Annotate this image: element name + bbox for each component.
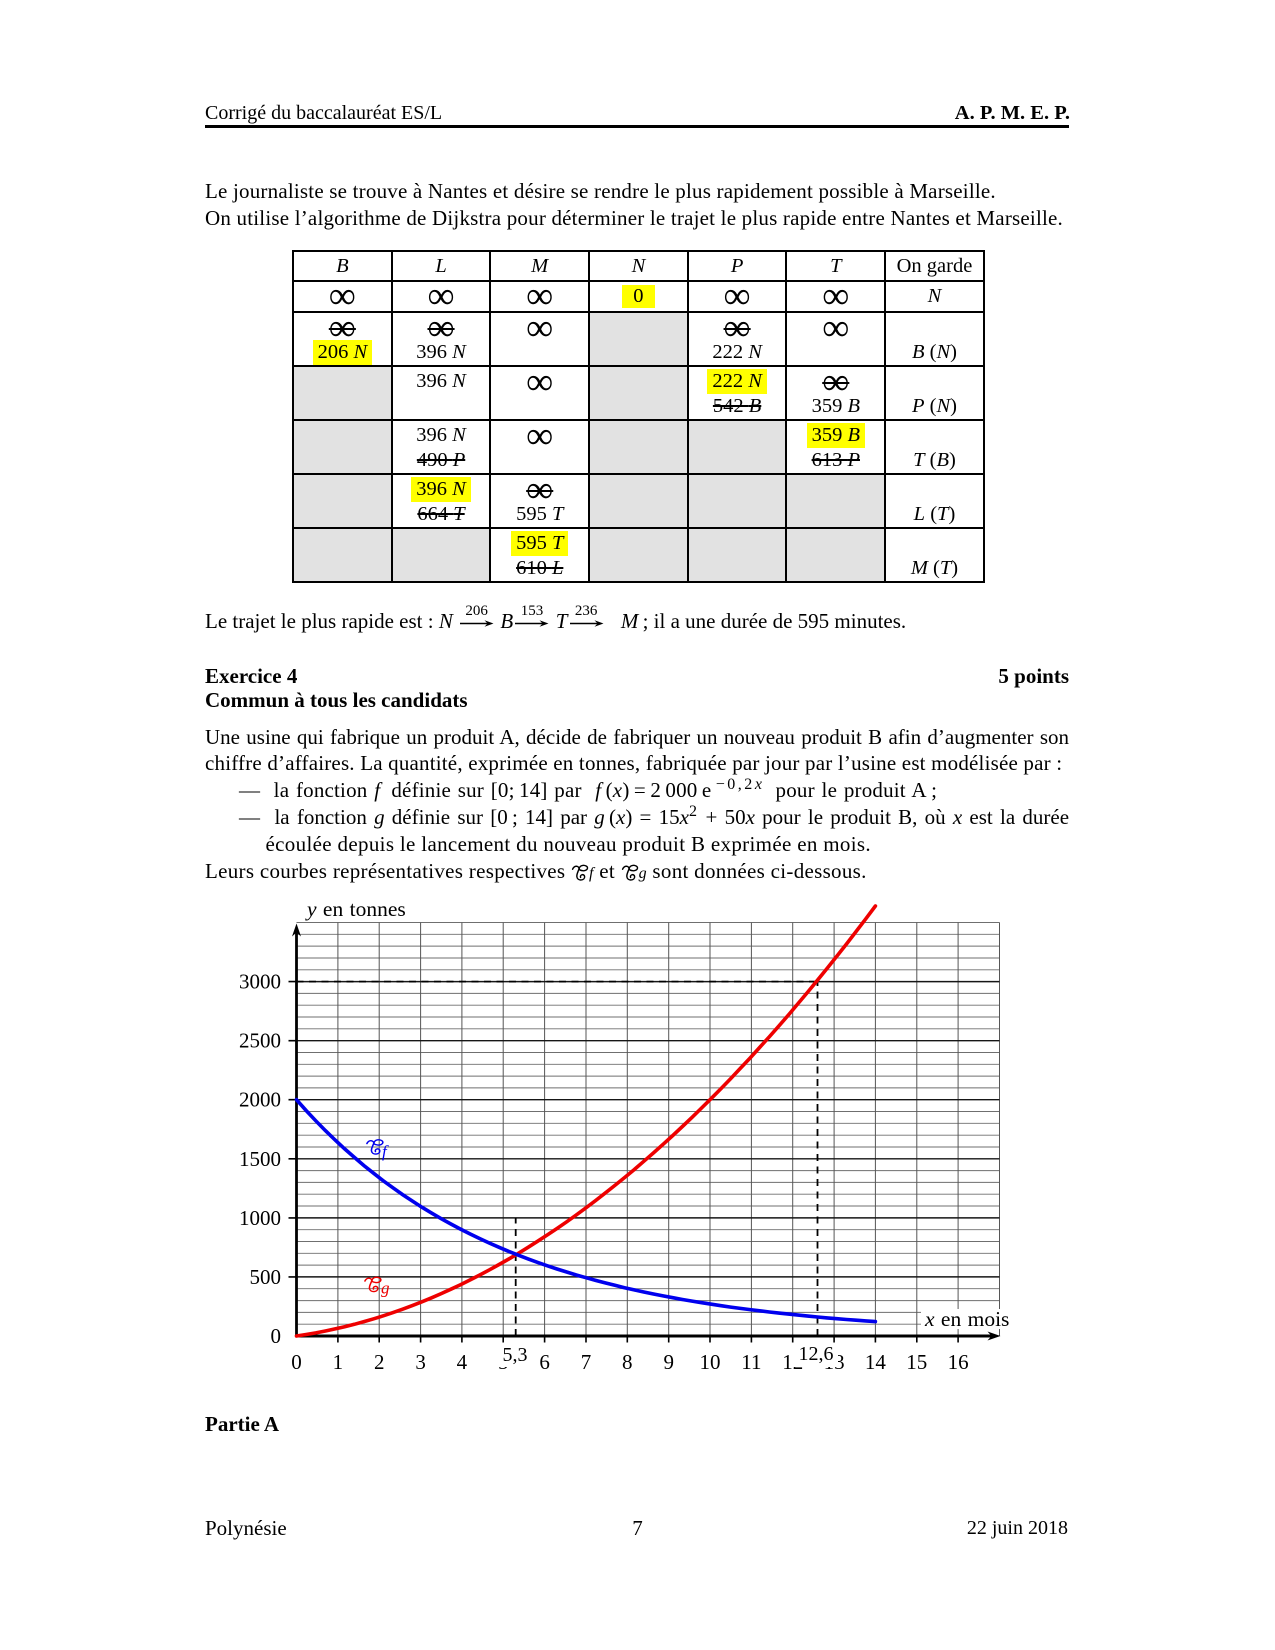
svg-text:7: 7 [581, 1350, 592, 1374]
svg-text:14: 14 [865, 1350, 887, 1374]
svg-text:16: 16 [948, 1350, 969, 1374]
svg-text:2000: 2000 [239, 1088, 281, 1112]
svg-text:2: 2 [374, 1350, 385, 1374]
svg-text:0: 0 [271, 1324, 282, 1348]
svg-text:2500: 2500 [239, 1029, 281, 1053]
svg-text:g: g [381, 1279, 390, 1298]
svg-text:f: f [382, 1142, 389, 1161]
svg-text:9: 9 [663, 1350, 674, 1374]
svg-text:10: 10 [700, 1350, 721, 1374]
svg-text:1500: 1500 [239, 1147, 281, 1171]
svg-text:1000: 1000 [239, 1206, 281, 1230]
svg-text:0: 0 [291, 1350, 302, 1374]
svg-text:3: 3 [415, 1350, 426, 1374]
svg-text:11: 11 [741, 1350, 761, 1374]
svg-text:3000: 3000 [239, 970, 281, 994]
svg-text:15: 15 [906, 1350, 927, 1374]
svg-text:6: 6 [539, 1350, 550, 1374]
svg-text:4: 4 [457, 1350, 468, 1374]
svg-text:x en mois: x en mois [924, 1307, 1009, 1331]
svg-text:8: 8 [622, 1350, 633, 1374]
svg-text:500: 500 [250, 1265, 282, 1289]
svg-text:5,3: 5,3 [503, 1344, 528, 1366]
svg-text:1: 1 [333, 1350, 344, 1374]
svg-text:12,6: 12,6 [799, 1343, 834, 1365]
svg-text:y en tonnes: y en tonnes [305, 897, 406, 921]
